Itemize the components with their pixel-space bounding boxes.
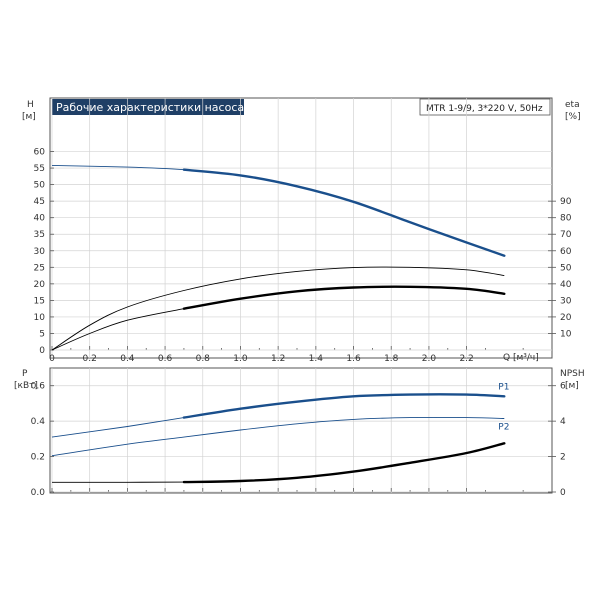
x-tick-label: 0.6	[158, 354, 173, 364]
lower-left-axis-label-line1: P	[22, 369, 28, 379]
left-tick-label: 15	[34, 296, 45, 306]
right-tick-label: 70	[560, 230, 572, 240]
x-tick-label: 0.2	[83, 354, 97, 364]
series-line	[51, 266, 505, 351]
series-operating-range	[182, 393, 506, 419]
x-tick-label: 2.0	[422, 354, 437, 364]
left-tick-label: 0.2	[31, 453, 45, 463]
right-tick-label: 6	[560, 382, 566, 392]
left-tick-label: 45	[34, 197, 45, 207]
left-tick-label: 0.6	[31, 382, 46, 392]
x-tick-label: 1.8	[384, 354, 399, 364]
left-tick-label: 20	[34, 280, 46, 290]
x-tick-label: 2.2	[459, 354, 473, 364]
lower-right-axis-label-line1: NPSH	[560, 369, 585, 379]
right-tick-label: 60	[560, 247, 572, 257]
upper-left-axis-label-line2: [м]	[22, 112, 36, 122]
left-tick-label: 0.4	[31, 417, 46, 427]
right-tick-label: 4	[560, 417, 566, 427]
left-tick-label: 0	[39, 346, 45, 356]
left-tick-label: 30	[34, 247, 46, 257]
right-tick-label: 10	[560, 329, 572, 339]
upper-right-axis-label-line2: [%]	[565, 112, 581, 122]
chart-title-box	[52, 99, 244, 115]
x-tick-label: 1.6	[346, 354, 361, 364]
series-label-p1: P1	[498, 382, 509, 392]
left-tick-label: 10	[34, 313, 46, 323]
lower-left-axis-label-line2: [кВт]	[14, 381, 38, 391]
left-tick-label: 25	[34, 263, 45, 273]
series-line	[51, 416, 505, 457]
left-tick-label: 55	[34, 164, 45, 174]
series-operating-range	[182, 285, 506, 310]
series-operating-range	[182, 168, 506, 257]
pump-model-label: MTR 1-9/9, 3*220 V, 50Hz	[426, 104, 543, 114]
upper-plot-frame	[49, 97, 553, 359]
lower-right-axis-label-line2: [м]	[565, 381, 579, 391]
left-tick-label: 5	[39, 329, 45, 339]
x-tick-label: 0	[49, 354, 55, 364]
left-tick-label: 60	[34, 148, 46, 158]
model-box	[419, 98, 551, 116]
left-tick-label: 35	[34, 230, 45, 240]
left-tick-label: 40	[34, 214, 46, 224]
x-tick-label: 1.4	[309, 354, 324, 364]
x-axis-label: Q [м³/ч]	[503, 353, 539, 363]
left-tick-label: 0.0	[31, 488, 46, 498]
series-operating-range	[182, 442, 506, 484]
right-tick-label: 30	[560, 296, 572, 306]
upper-left-axis-label-line1: H	[27, 100, 34, 110]
x-tick-label: 0.4	[120, 354, 135, 364]
upper-right-axis-label-line1: eta	[565, 100, 580, 110]
lower-plot-frame	[49, 367, 553, 494]
right-tick-label: 20	[560, 313, 572, 323]
right-tick-label: 40	[560, 280, 572, 290]
x-tick-label: 1.2	[271, 354, 285, 364]
right-tick-label: 0	[560, 488, 566, 498]
right-tick-label: 50	[560, 263, 572, 273]
right-tick-label: 80	[560, 214, 572, 224]
right-tick-label: 90	[560, 197, 572, 207]
left-tick-label: 50	[34, 181, 46, 191]
series-label-p2: P2	[498, 422, 509, 432]
x-tick-label: 1.0	[233, 354, 248, 364]
right-tick-label: 2	[560, 453, 566, 463]
x-tick-label: 0.8	[196, 354, 211, 364]
chart-title: Рабочие характеристики насоса	[56, 101, 244, 114]
